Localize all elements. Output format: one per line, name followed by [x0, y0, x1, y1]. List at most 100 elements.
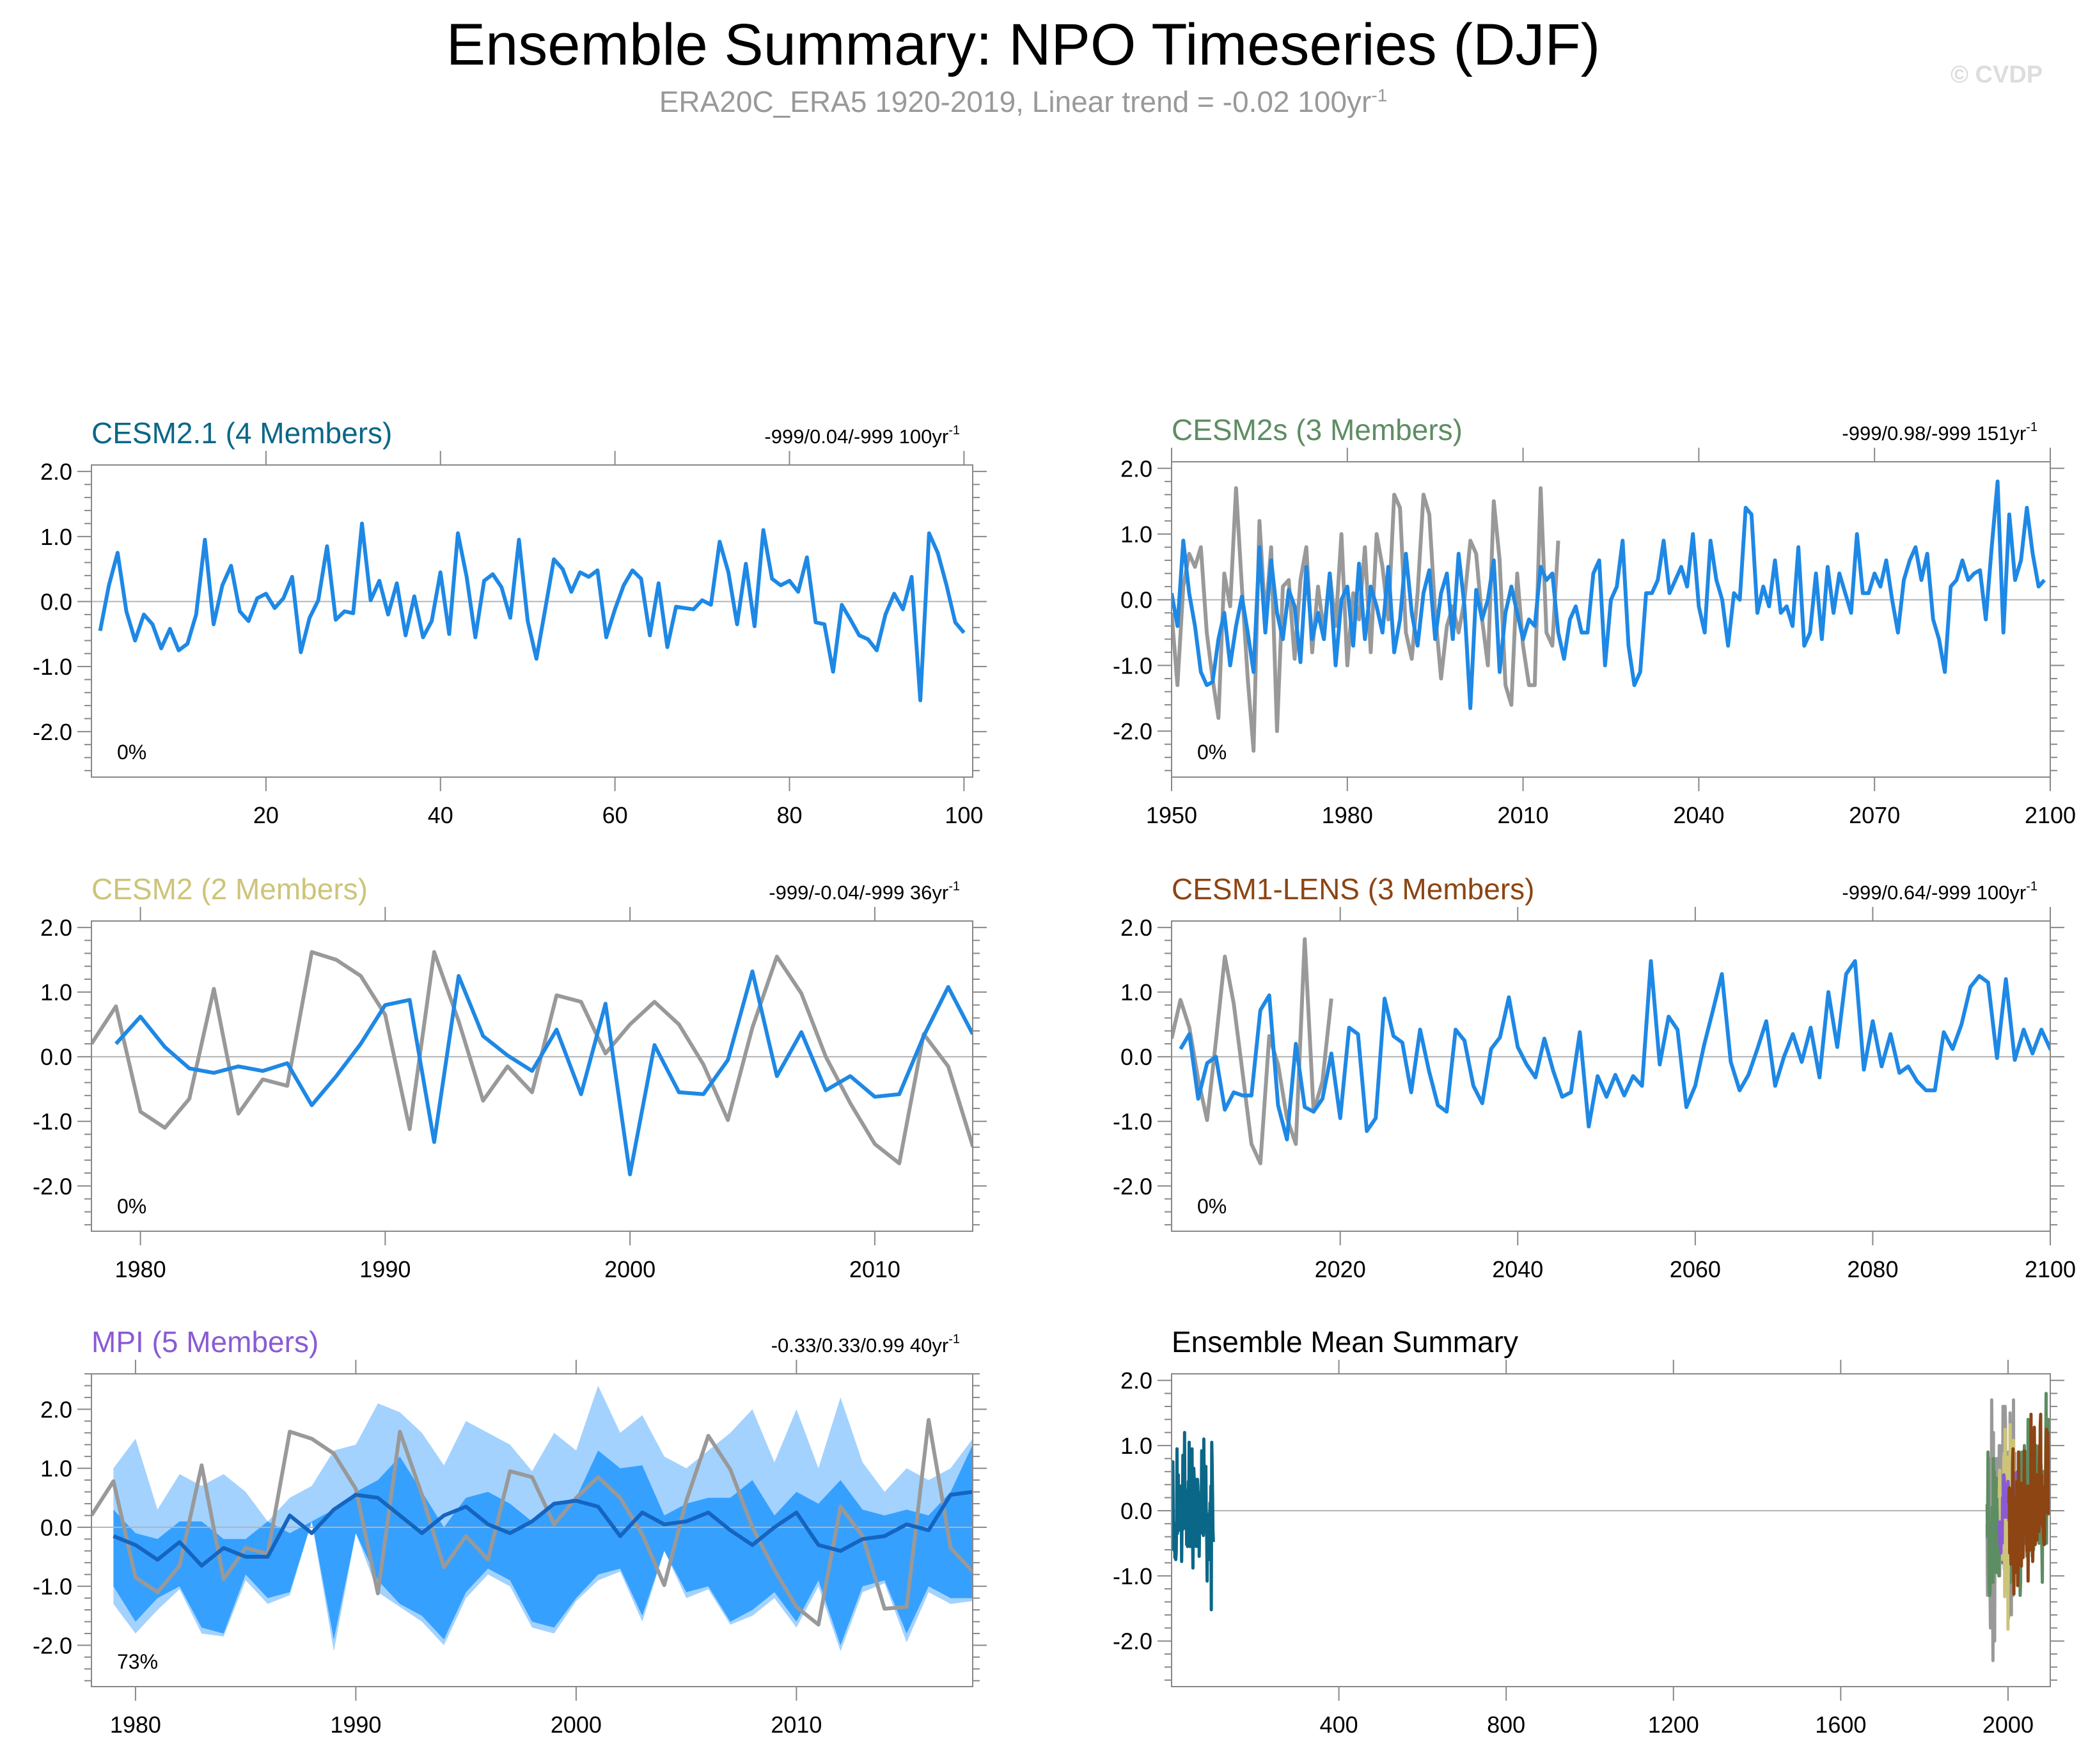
y-tick-label: -1.0	[33, 1108, 72, 1135]
x-tick-label: 2100	[2025, 802, 2076, 828]
y-tick-label: 0.0	[1120, 1044, 1152, 1070]
series-line-model	[98, 521, 966, 702]
plot-area	[1172, 1392, 2050, 1662]
trend-text: -999/0.98/-999 151yr	[1842, 422, 2026, 445]
trend-superscript: -1	[2026, 879, 2037, 894]
x-tick-label: 1980	[1322, 802, 1373, 828]
y-tick-label: -2.0	[33, 1173, 72, 1199]
trend-label: -999/0.04/-999 100yr-1	[764, 423, 960, 448]
plot-frame	[1171, 1373, 2051, 1687]
x-tick-label: 2040	[1673, 802, 1724, 828]
copyright-watermark: © CVDP	[1951, 61, 2043, 88]
y-tick-label: 2.0	[1120, 1367, 1152, 1394]
y-tick-label: 2.0	[40, 915, 72, 941]
series-line-ensemble-mean	[113, 1490, 973, 1568]
trend-label: -999/0.64/-999 100yr-1	[1842, 879, 2037, 904]
x-tick-label: 60	[602, 802, 628, 828]
x-tick-label: 40	[428, 802, 453, 828]
panel-cesm21: CESM2.1 (4 Members) -999/0.04/-999 100yr-…	[33, 416, 987, 828]
y-tick-label: 0.0	[40, 589, 72, 615]
trend-text: -999/0.64/-999 100yr	[1842, 881, 2026, 904]
trend-superscript: -1	[2026, 420, 2037, 434]
x-tick-label: 2060	[1670, 1256, 1721, 1282]
x-tick-label: 2000	[1982, 1712, 2034, 1738]
plot-frame	[1171, 920, 2051, 1232]
series-line-cesm1-lens	[2007, 1412, 2050, 1596]
panel-cesm2: CESM2 (2 Members) -999/-0.04/-999 36yr-1-…	[33, 872, 987, 1282]
y-tick-label: 2.0	[1120, 455, 1152, 482]
percent-label: 73%	[117, 1650, 158, 1673]
y-tick-label: -2.0	[1113, 1628, 1152, 1655]
x-tick-label: 1950	[1146, 802, 1197, 828]
x-tick-label: 2000	[604, 1256, 655, 1282]
panel-title: CESM2.1 (4 Members)	[91, 416, 392, 450]
y-tick-label: 1.0	[1120, 521, 1152, 547]
x-tick-label: 800	[1487, 1712, 1525, 1738]
x-tick-label: 2000	[551, 1712, 602, 1738]
series-line-observations	[1172, 486, 1560, 753]
y-tick-label: -1.0	[1113, 652, 1152, 679]
plot-area	[1172, 937, 2050, 1165]
x-tick-label: 1200	[1648, 1712, 1699, 1738]
plot-area	[91, 1385, 973, 1651]
trend-label: -999/-0.04/-999 36yr-1	[769, 879, 960, 904]
x-tick-label: 1980	[110, 1712, 161, 1738]
series-line-model	[114, 969, 973, 1177]
plot-frame	[1171, 461, 2051, 778]
plot-area	[1172, 479, 2050, 753]
panel-cesm2s: CESM2s (3 Members) -999/0.98/-999 151yr-1…	[1113, 413, 2076, 828]
y-tick-label: 1.0	[40, 1456, 72, 1482]
y-tick-label: -2.0	[1113, 1173, 1152, 1199]
x-tick-label: 1980	[115, 1256, 166, 1282]
series-line-model	[1179, 959, 2050, 1142]
y-tick-label: -1.0	[33, 654, 72, 680]
y-tick-label: 0.0	[40, 1515, 72, 1541]
y-tick-label: 0.0	[1120, 587, 1152, 613]
main-subtitle: ERA20C_ERA5 1920-2019, Linear trend = -0…	[0, 84, 2046, 119]
subtitle-text: ERA20C_ERA5 1920-2019, Linear trend = -0…	[659, 85, 1372, 118]
x-tick-label: 2080	[1847, 1256, 1898, 1282]
panel-mpi: MPI (5 Members) -0.33/0.33/0.99 40yr-1 -2.…	[33, 1325, 987, 1738]
y-tick-label: 1.0	[1120, 979, 1152, 1005]
trend-superscript: -1	[948, 1332, 960, 1346]
trend-superscript: -1	[948, 879, 960, 894]
percent-label: 0%	[117, 741, 146, 764]
plot-frame	[91, 920, 973, 1232]
y-tick-label: 2.0	[40, 459, 72, 485]
series-line-observations	[91, 1418, 973, 1627]
panel-title: MPI (5 Members)	[91, 1325, 318, 1358]
panel-title: CESM2s (3 Members)	[1172, 413, 1463, 446]
series-line-era20c-era5	[1985, 1398, 2016, 1662]
panel-title: Ensemble Mean Summary	[1172, 1325, 1518, 1358]
x-tick-label: 100	[945, 802, 983, 828]
subtitle-superscript: -1	[1371, 85, 1388, 106]
panel-title: CESM1-LENS (3 Members)	[1172, 872, 1534, 906]
y-tick-label: 0.0	[40, 1044, 72, 1070]
series-line-observations	[91, 950, 973, 1165]
y-tick-label: 2.0	[40, 1396, 72, 1422]
series-line-cesm2-1	[1172, 1431, 1215, 1612]
y-tick-label: 1.0	[40, 979, 72, 1005]
x-tick-label: 1600	[1815, 1712, 1866, 1738]
x-tick-label: 20	[253, 802, 279, 828]
trend-text: -0.33/0.33/0.99 40yr	[771, 1334, 948, 1357]
trend-label: -0.33/0.33/0.99 40yr-1	[771, 1332, 960, 1357]
y-tick-label: -1.0	[1113, 1108, 1152, 1135]
trend-text: -999/0.04/-999 100yr	[764, 425, 948, 448]
y-tick-label: -2.0	[1113, 718, 1152, 744]
panel-summary: Ensemble Mean Summary -2.0 -1.0 0.0 1.0 2.0 40…	[1113, 1325, 2064, 1738]
x-tick-label: 1990	[359, 1256, 411, 1282]
trend-label: -999/0.98/-999 151yr-1	[1842, 420, 2037, 445]
plot-area	[91, 521, 973, 702]
x-tick-label: 2010	[849, 1256, 900, 1282]
x-tick-label: 2010	[1498, 802, 1549, 828]
trend-superscript: -1	[948, 423, 960, 437]
y-tick-label: -2.0	[33, 1632, 72, 1658]
y-tick-label: -1.0	[33, 1573, 72, 1600]
spread-band-inner	[113, 1444, 973, 1646]
main-title: Ensemble Summary: NPO Timeseries (DJF)	[446, 12, 1601, 77]
x-tick-label: 400	[1320, 1712, 1358, 1738]
plot-area	[91, 950, 973, 1177]
plot-frame	[91, 1373, 973, 1687]
